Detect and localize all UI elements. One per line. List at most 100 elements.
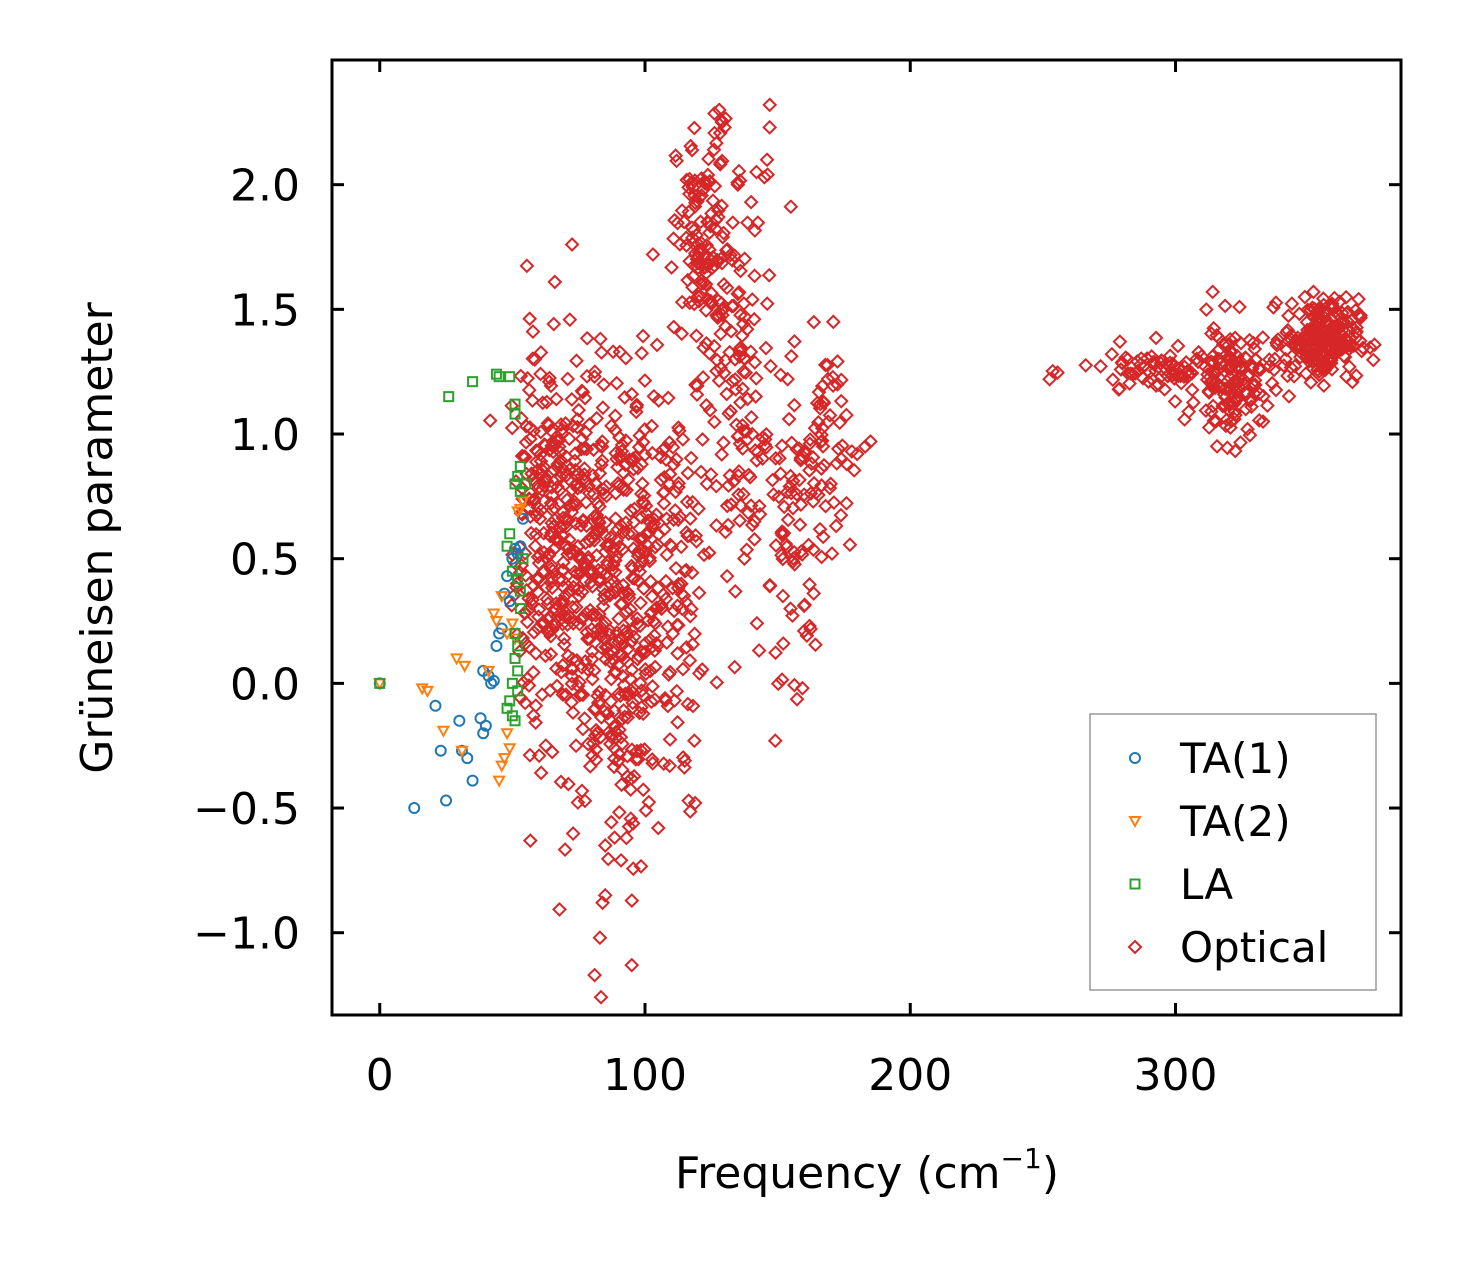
data-point xyxy=(763,358,779,374)
data-point xyxy=(1115,355,1130,371)
data-point xyxy=(608,665,624,681)
data-point xyxy=(701,151,716,167)
legend-label: Optical xyxy=(1180,923,1328,972)
data-point xyxy=(585,735,601,751)
data-point xyxy=(505,618,520,631)
x-tick-label: 200 xyxy=(868,1050,952,1101)
data-point xyxy=(714,114,730,130)
data-point xyxy=(543,628,559,644)
data-point xyxy=(620,641,636,657)
data-point xyxy=(548,616,564,632)
data-point xyxy=(758,426,774,442)
data-point xyxy=(1252,361,1268,377)
data-point xyxy=(1208,374,1223,389)
data-point xyxy=(603,694,619,709)
data-point xyxy=(719,280,735,296)
data-point xyxy=(670,645,685,661)
data-point xyxy=(1105,372,1121,388)
data-point xyxy=(605,557,621,573)
data-point xyxy=(701,345,717,361)
data-point xyxy=(617,686,633,702)
data-point xyxy=(1237,385,1253,401)
data-point xyxy=(707,106,722,121)
data-point xyxy=(762,97,778,113)
data-point xyxy=(503,743,517,756)
data-point xyxy=(1078,357,1094,373)
data-point xyxy=(660,390,676,406)
data-point xyxy=(751,498,767,514)
data-point xyxy=(601,646,617,661)
data-point xyxy=(749,164,764,180)
data-point xyxy=(833,507,849,523)
data-point xyxy=(733,340,749,355)
data-point xyxy=(748,370,764,386)
data-point xyxy=(618,433,634,448)
data-point xyxy=(1284,296,1300,312)
data-point xyxy=(584,671,600,687)
data-point xyxy=(677,753,693,769)
data-point xyxy=(810,414,826,430)
data-point xyxy=(1227,443,1243,459)
data-point xyxy=(1259,398,1275,414)
data-point xyxy=(560,546,576,562)
data-point xyxy=(685,269,701,284)
data-point xyxy=(1251,412,1267,428)
data-point xyxy=(1206,320,1222,336)
data-point xyxy=(695,182,711,198)
data-point xyxy=(697,175,713,191)
data-point xyxy=(692,288,708,304)
data-point xyxy=(1170,368,1186,384)
data-point xyxy=(691,585,707,601)
data-point xyxy=(1299,314,1315,330)
data-point xyxy=(732,173,748,189)
data-point xyxy=(514,585,526,597)
data-point xyxy=(532,511,548,527)
data-point xyxy=(758,340,774,356)
data-point xyxy=(732,436,748,452)
data-point xyxy=(679,494,695,510)
data-point xyxy=(624,634,640,650)
legend-marker xyxy=(1129,878,1141,890)
data-point xyxy=(579,441,595,457)
data-point xyxy=(577,711,593,726)
data-point xyxy=(1268,295,1284,311)
data-point xyxy=(555,687,571,703)
data-point xyxy=(1264,375,1280,391)
data-point xyxy=(549,432,564,448)
data-point xyxy=(1288,334,1304,349)
data-point xyxy=(504,695,516,707)
data-point xyxy=(1122,376,1137,391)
data-point xyxy=(616,465,632,481)
data-point xyxy=(1153,369,1169,385)
data-point xyxy=(548,391,564,407)
data-point xyxy=(638,526,654,542)
data-point xyxy=(575,721,591,737)
data-point xyxy=(562,312,578,328)
data-point xyxy=(724,298,740,314)
data-point xyxy=(720,517,736,533)
data-point xyxy=(1312,309,1328,325)
data-point xyxy=(481,665,496,678)
data-point xyxy=(802,436,818,452)
data-point xyxy=(1203,326,1219,341)
data-point xyxy=(765,472,780,488)
data-point xyxy=(1301,342,1317,358)
data-point xyxy=(434,744,447,757)
data-point xyxy=(519,582,535,598)
data-point xyxy=(568,738,584,754)
data-point xyxy=(544,558,559,573)
data-point xyxy=(773,367,789,383)
data-point xyxy=(709,675,725,690)
data-point xyxy=(624,893,640,908)
data-point xyxy=(561,532,577,548)
data-point xyxy=(1093,358,1109,374)
data-point xyxy=(570,795,586,810)
data-point xyxy=(624,386,640,402)
data-point xyxy=(1279,342,1294,358)
data-point xyxy=(555,657,571,673)
data-point xyxy=(748,389,764,404)
data-point xyxy=(687,626,703,642)
data-point xyxy=(1217,298,1233,314)
data-point xyxy=(589,410,605,426)
data-point xyxy=(587,364,603,380)
